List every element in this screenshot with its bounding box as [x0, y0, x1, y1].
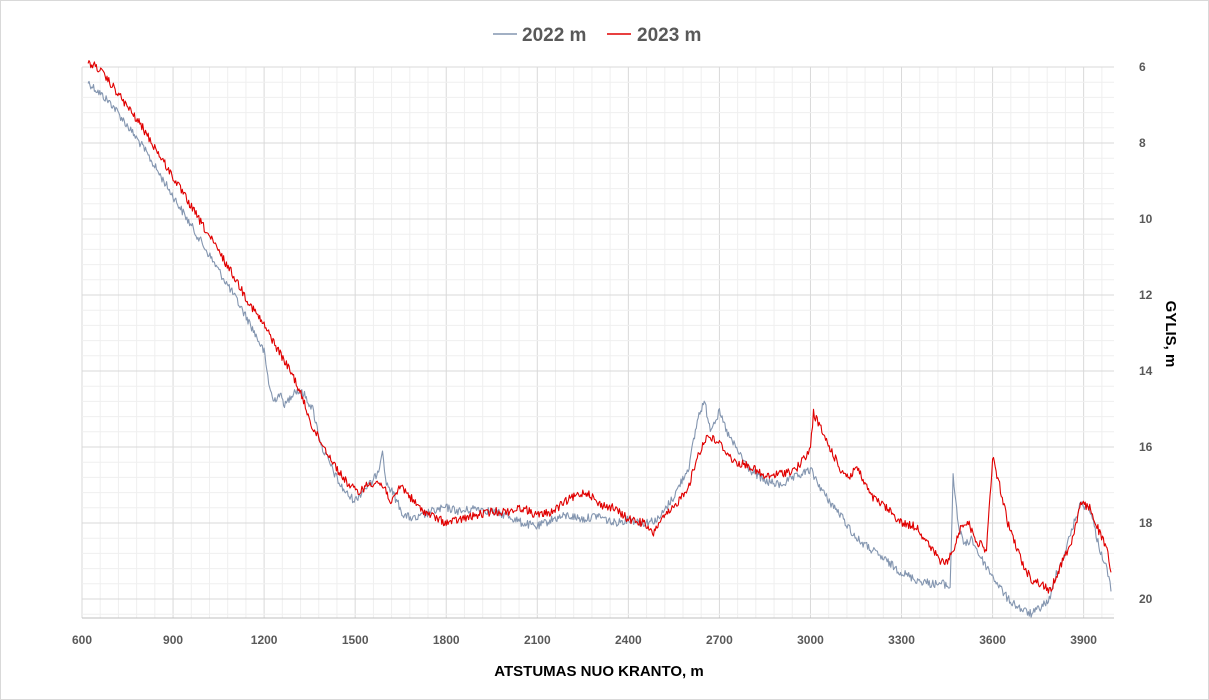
x-tick-label: 2400 — [615, 633, 642, 647]
series-line-2023 — [87, 60, 1112, 594]
y-tick-label: 18 — [1139, 516, 1153, 530]
grid — [81, 66, 1114, 618]
y-tick-label: 14 — [1139, 364, 1153, 378]
series-layer — [87, 60, 1112, 618]
y-tick-label: 6 — [1139, 60, 1146, 74]
y-tick-label: 10 — [1139, 212, 1153, 226]
legend: 2022 m 2023 m — [493, 25, 701, 46]
x-tick-label: 3900 — [1070, 633, 1097, 647]
y-tick-label: 16 — [1139, 440, 1153, 454]
x-tick-label: 1500 — [342, 633, 369, 647]
x-tick-label: 600 — [72, 633, 92, 647]
x-tick-label: 3000 — [797, 633, 824, 647]
y-tick-label: 20 — [1139, 592, 1153, 606]
y-axis-title: GYLIS, m — [1162, 301, 1179, 368]
x-tick-label: 3600 — [979, 633, 1006, 647]
y-tick-label: 8 — [1139, 136, 1146, 150]
x-tick-label: 1800 — [433, 633, 460, 647]
legend-label-2022: 2022 m — [522, 25, 586, 46]
series-line-2022 — [87, 80, 1112, 618]
x-tick-label: 900 — [163, 633, 183, 647]
y-tick-label: 12 — [1139, 288, 1153, 302]
legend-label-2023: 2023 m — [637, 25, 701, 46]
axes: 600 900 1200 1500 1800 2100 2400 2700 3000 3300 36… — [72, 60, 1153, 647]
x-tick-label: 3300 — [888, 633, 915, 647]
x-tick-label: 2700 — [706, 633, 733, 647]
x-axis-title: ATSTUMAS NUO KRANTO, m — [494, 663, 703, 680]
x-tick-label: 1200 — [251, 633, 278, 647]
x-tick-label: 2100 — [524, 633, 551, 647]
